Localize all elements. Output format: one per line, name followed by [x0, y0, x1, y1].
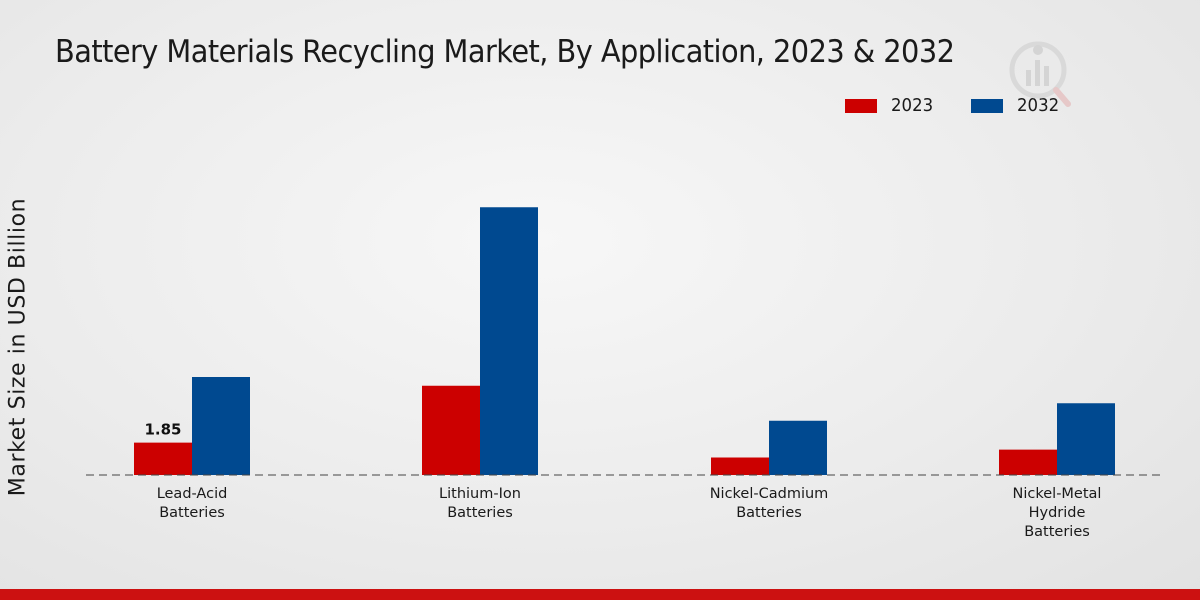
x-tick-label-3-2: Batteries	[1024, 524, 1090, 540]
legend-label-2032: 2032	[1016, 95, 1059, 116]
x-tick-label-0-1: Batteries	[159, 505, 225, 521]
bar-2023-0	[134, 442, 192, 475]
x-tick-label-1-0: Lithium-Ion	[439, 486, 521, 502]
x-tick-label-2-0: Nickel-Cadmium	[710, 486, 829, 502]
legend: 2023 2032	[845, 95, 1097, 116]
chart-title: Battery Materials Recycling Market, By A…	[55, 34, 955, 70]
x-tick-label-2-1: Batteries	[736, 505, 802, 521]
bar-2032-3	[1057, 403, 1115, 475]
legend-item-2032: 2032	[970, 95, 1063, 116]
bar-2032-0	[192, 377, 250, 475]
legend-swatch-2023	[845, 98, 877, 113]
bar-2023-3	[999, 449, 1057, 475]
legend-swatch-2032	[970, 98, 1003, 113]
footer-bar	[0, 589, 1200, 600]
data-label-0: 1.85	[144, 421, 181, 439]
x-tick-label-1-1: Batteries	[447, 505, 513, 521]
x-tick-label-0-0: Lead-Acid	[157, 486, 228, 502]
bar-2023-1	[422, 385, 480, 475]
brand-logo-icon	[1009, 41, 1071, 107]
bar-2032-1	[480, 207, 538, 475]
bar-2023-2	[711, 457, 769, 475]
x-tick-label-3-0: Nickel-Metal	[1013, 486, 1102, 502]
bar-2032-2	[769, 420, 827, 475]
legend-item-2023: 2023	[845, 95, 937, 116]
x-tick-label-3-1: Hydride	[1029, 505, 1086, 521]
legend-label-2023: 2023	[891, 95, 934, 116]
